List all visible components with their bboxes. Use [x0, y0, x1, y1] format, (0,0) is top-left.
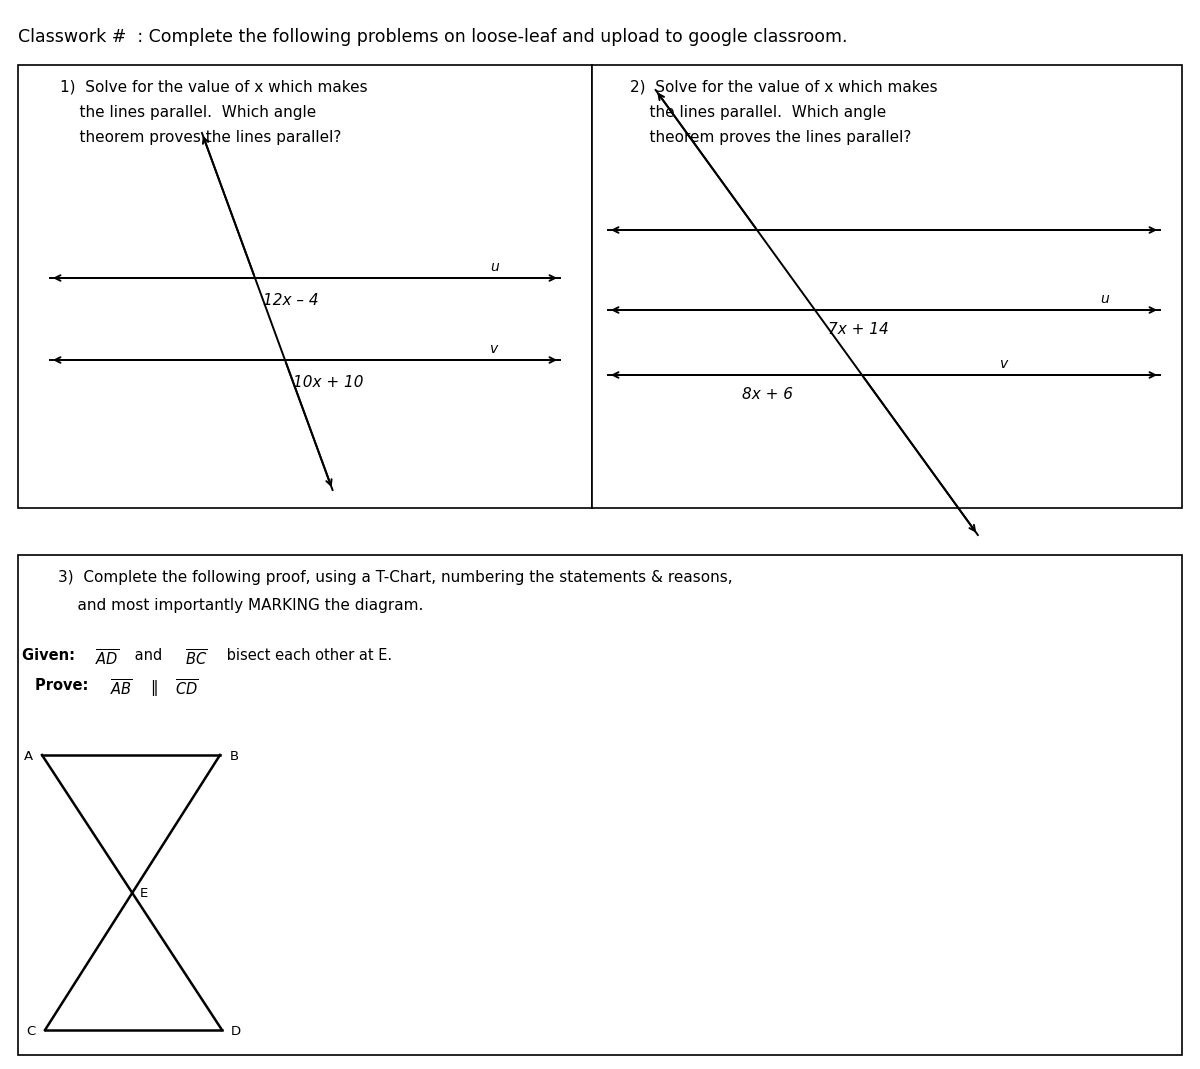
- Text: $\|$: $\|$: [150, 678, 157, 698]
- Text: v: v: [490, 342, 498, 356]
- Text: E: E: [140, 887, 149, 900]
- Text: Prove:: Prove:: [35, 678, 98, 693]
- Text: 12x – 4: 12x – 4: [263, 293, 319, 308]
- Bar: [18, 65, 592, 508]
- Text: 1)  Solve for the value of x which makes: 1) Solve for the value of x which makes: [60, 80, 367, 95]
- Text: v: v: [1000, 357, 1008, 371]
- Text: the lines parallel.  Which angle: the lines parallel. Which angle: [630, 105, 887, 120]
- Text: 10x + 10: 10x + 10: [293, 375, 364, 390]
- Text: A: A: [24, 750, 32, 763]
- Text: $\overline{CD}$: $\overline{CD}$: [175, 678, 198, 698]
- Text: Classwork #  : Complete the following problems on loose-leaf and upload to googl: Classwork # : Complete the following pro…: [18, 28, 847, 46]
- Text: Given:: Given:: [22, 648, 80, 663]
- Text: 8x + 6: 8x + 6: [742, 387, 793, 402]
- Text: 2)  Solve for the value of x which makes: 2) Solve for the value of x which makes: [630, 80, 937, 95]
- Text: B: B: [229, 750, 239, 763]
- Text: bisect each other at E.: bisect each other at E.: [222, 648, 392, 663]
- Text: C: C: [26, 1025, 36, 1038]
- Text: $\overline{AB}$: $\overline{AB}$: [110, 678, 133, 698]
- Text: u: u: [490, 260, 499, 274]
- Text: and: and: [130, 648, 167, 663]
- Text: the lines parallel.  Which angle: the lines parallel. Which angle: [60, 105, 317, 120]
- Bar: [592, 65, 1182, 508]
- Text: 3)  Complete the following proof, using a T-Chart, numbering the statements & re: 3) Complete the following proof, using a…: [58, 570, 733, 585]
- Text: $\overline{BC}$: $\overline{BC}$: [185, 648, 208, 668]
- Bar: [18, 555, 1182, 1055]
- Text: 7x + 14: 7x + 14: [828, 322, 889, 337]
- Text: $\overline{AD}$: $\overline{AD}$: [95, 648, 119, 668]
- Text: theorem proves the lines parallel?: theorem proves the lines parallel?: [60, 130, 341, 145]
- Text: theorem proves the lines parallel?: theorem proves the lines parallel?: [630, 130, 911, 145]
- Text: and most importantly MARKING the diagram.: and most importantly MARKING the diagram…: [58, 598, 424, 613]
- Text: D: D: [230, 1025, 241, 1038]
- Text: u: u: [1100, 292, 1109, 306]
